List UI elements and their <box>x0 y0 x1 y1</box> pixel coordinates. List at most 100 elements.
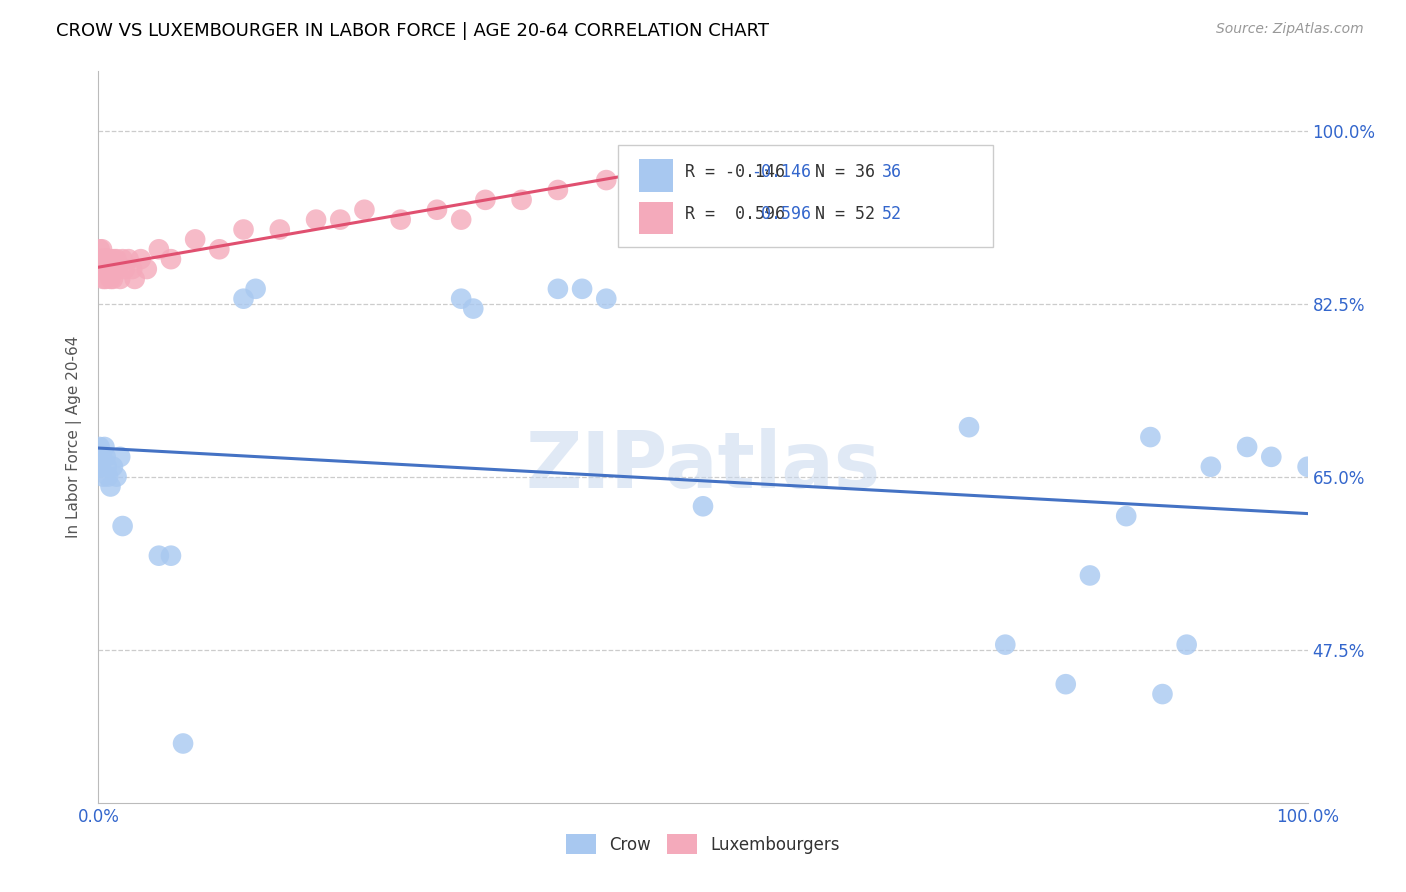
Point <box>90 252 112 267</box>
Point <box>389 212 412 227</box>
Point <box>135 262 157 277</box>
Point <box>208 242 231 256</box>
Point <box>510 193 533 207</box>
Point <box>1115 509 1137 524</box>
Point <box>118 252 141 267</box>
Point <box>547 183 569 197</box>
Point <box>89 440 111 454</box>
Point <box>90 459 112 474</box>
Point <box>101 459 124 474</box>
Point <box>595 292 617 306</box>
Point <box>98 262 121 277</box>
Point <box>90 262 112 277</box>
Point <box>1152 687 1174 701</box>
Point <box>100 479 122 493</box>
Text: R =  0.596   N = 52: R = 0.596 N = 52 <box>685 205 875 223</box>
Point <box>91 252 114 267</box>
Y-axis label: In Labor Force | Age 20-64: In Labor Force | Age 20-64 <box>66 336 83 538</box>
Point <box>108 450 131 464</box>
Point <box>93 440 115 454</box>
Point <box>111 252 134 267</box>
Point <box>172 737 194 751</box>
Point <box>111 519 134 533</box>
Point <box>329 212 352 227</box>
Point <box>107 262 129 277</box>
Point <box>571 282 593 296</box>
Point <box>91 272 114 286</box>
Point <box>104 262 127 277</box>
Text: CROW VS LUXEMBOURGER IN LABOR FORCE | AGE 20-64 CORRELATION CHART: CROW VS LUXEMBOURGER IN LABOR FORCE | AG… <box>56 22 769 40</box>
Point <box>160 549 183 563</box>
Point <box>450 212 472 227</box>
Point <box>108 272 131 286</box>
Text: 0.596: 0.596 <box>751 205 811 223</box>
Point <box>91 450 114 464</box>
Point <box>94 450 117 464</box>
Point <box>1296 459 1319 474</box>
Point <box>91 262 114 277</box>
Point <box>463 301 485 316</box>
FancyBboxPatch shape <box>619 145 993 247</box>
Point <box>1236 440 1258 454</box>
Text: ZIPatlas: ZIPatlas <box>526 428 880 504</box>
Point <box>957 420 980 434</box>
Point <box>305 212 328 227</box>
Point <box>1199 459 1222 474</box>
Point <box>91 469 114 483</box>
Point <box>114 262 136 277</box>
Point <box>994 638 1017 652</box>
Legend: Crow, Luxembourgers: Crow, Luxembourgers <box>560 828 846 860</box>
Point <box>91 242 114 256</box>
Point <box>269 222 291 236</box>
FancyBboxPatch shape <box>638 159 673 192</box>
Point <box>232 222 254 236</box>
Point <box>595 173 617 187</box>
Point <box>1078 568 1101 582</box>
Point <box>100 272 122 286</box>
Point <box>105 252 128 267</box>
Point <box>101 272 124 286</box>
Point <box>245 282 267 296</box>
Text: R = -0.146   N = 36: R = -0.146 N = 36 <box>685 163 875 181</box>
Point <box>160 252 183 267</box>
Point <box>100 262 122 277</box>
Text: -0.146: -0.146 <box>751 163 811 181</box>
Point <box>89 262 111 277</box>
Point <box>426 202 449 217</box>
Point <box>89 252 111 267</box>
Point <box>96 262 118 277</box>
Point <box>96 252 118 267</box>
Point <box>96 459 118 474</box>
Point <box>353 202 375 217</box>
Point <box>129 252 152 267</box>
Point <box>91 252 114 267</box>
Point <box>232 292 254 306</box>
Point <box>1139 430 1161 444</box>
Point <box>105 469 128 483</box>
Text: Source: ZipAtlas.com: Source: ZipAtlas.com <box>1216 22 1364 37</box>
Point <box>1260 450 1282 464</box>
Point <box>692 500 714 514</box>
Point <box>1175 638 1198 652</box>
Point <box>93 262 115 277</box>
Point <box>97 469 120 483</box>
Text: 52: 52 <box>882 205 903 223</box>
Point <box>474 193 496 207</box>
Point <box>121 262 143 277</box>
Point <box>100 252 122 267</box>
Point <box>89 242 111 256</box>
Point <box>547 282 569 296</box>
Point <box>184 232 207 246</box>
Point <box>148 549 170 563</box>
Point <box>97 262 120 277</box>
Point <box>93 252 115 267</box>
Point <box>668 153 690 168</box>
Point <box>148 242 170 256</box>
Point <box>450 292 472 306</box>
Text: 36: 36 <box>882 163 903 181</box>
Point <box>103 252 125 267</box>
Point <box>94 272 117 286</box>
Point <box>97 252 120 267</box>
Point <box>124 272 146 286</box>
Point <box>1054 677 1077 691</box>
